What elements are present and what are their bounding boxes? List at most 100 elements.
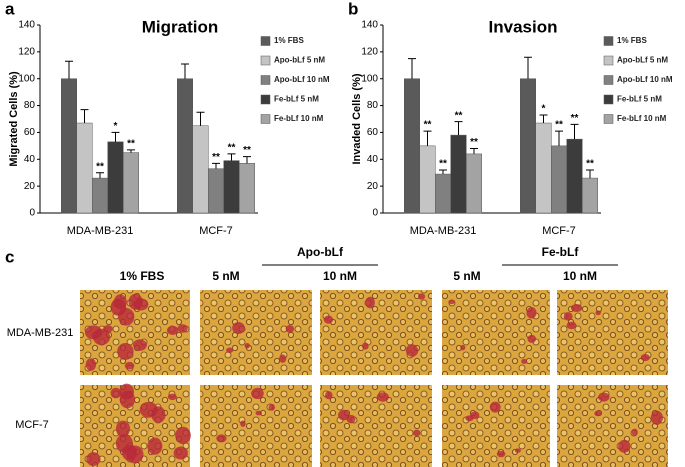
legend-label: Apo-bLf 10 nM <box>274 75 330 84</box>
legend-swatch <box>260 75 271 85</box>
legend-label: 1% FBS <box>617 36 647 45</box>
micrograph <box>442 290 550 375</box>
error-bar <box>243 156 251 164</box>
stained-cell <box>115 420 131 437</box>
error-bar <box>181 63 189 79</box>
group-header: Apo-bLf <box>297 245 344 259</box>
bar <box>123 152 139 214</box>
error-bar <box>65 60 73 79</box>
x-tick-label: MDA-MB-231 <box>410 225 477 237</box>
x-tick-label: MCF-7 <box>542 225 576 237</box>
stained-cell <box>166 325 179 336</box>
error-bar <box>454 121 463 136</box>
bar <box>535 122 552 214</box>
significance: ** <box>571 113 579 124</box>
y-tick-label: 120 <box>18 46 35 57</box>
column-header: 5 nM <box>212 269 239 283</box>
y-tick-label: 80 <box>367 100 379 111</box>
bar <box>566 138 583 214</box>
legend-label: 1% FBS <box>274 36 304 45</box>
significance: ** <box>212 152 220 163</box>
significance: ** <box>455 110 463 121</box>
stained-cell <box>240 420 246 427</box>
bar <box>435 173 451 214</box>
legend-swatch <box>603 36 614 46</box>
stained-cell <box>594 410 602 417</box>
significance: ** <box>424 120 432 131</box>
significance: ** <box>96 161 104 172</box>
micrograph <box>557 290 668 375</box>
micrograph <box>320 385 432 467</box>
error-bar <box>570 123 579 140</box>
legend-swatch <box>603 114 614 124</box>
y-tick-label: 60 <box>367 127 379 138</box>
stained-cell <box>92 328 111 346</box>
legend-swatch <box>603 75 614 85</box>
stained-cell <box>338 409 350 421</box>
error-bar <box>80 109 89 124</box>
error-bar <box>408 58 416 79</box>
stained-cell <box>175 426 191 445</box>
stained-cell <box>255 410 263 416</box>
stained-cell <box>376 392 389 402</box>
stained-cell <box>470 411 480 419</box>
significance: ** <box>228 143 236 154</box>
y-tick-label: 80 <box>24 100 36 111</box>
x-tick-label: MDA-MB-231 <box>67 225 134 237</box>
legend-label: Fe-bLf 5 nM <box>617 95 662 104</box>
stained-cell <box>521 358 528 364</box>
error-bar <box>423 130 432 146</box>
stained-cell <box>285 324 295 333</box>
stained-cell <box>147 437 163 455</box>
column-header: 10 nM <box>323 269 357 283</box>
stained-cell <box>177 324 188 333</box>
legend-label: Fe-bLf 5 nM <box>274 95 319 104</box>
bar <box>520 78 536 214</box>
stained-cell <box>650 410 663 425</box>
legend-swatch <box>260 94 271 105</box>
significance: ** <box>243 145 251 156</box>
significance: ** <box>470 137 478 148</box>
bar <box>466 153 482 214</box>
stained-cell <box>244 342 250 349</box>
significance: ** <box>555 120 563 131</box>
stained-cell <box>595 310 601 316</box>
bar <box>419 145 436 214</box>
bar <box>404 78 420 214</box>
stained-cell <box>173 446 188 460</box>
panel-label: c <box>5 247 14 266</box>
row-label: MCF-7 <box>15 419 49 431</box>
micrograph <box>557 385 668 467</box>
stained-cell <box>102 325 113 333</box>
panel-label: b <box>348 0 358 18</box>
group-header: Fe-bLf <box>542 245 580 259</box>
significance: ** <box>127 139 135 150</box>
micrograph <box>320 290 432 375</box>
significance: ** <box>439 159 447 170</box>
y-tick-label: 0 <box>372 208 378 219</box>
stained-cell <box>121 444 138 461</box>
y-tick-label: 60 <box>24 127 36 138</box>
stained-cell <box>598 392 610 402</box>
legend-label: Apo-bLf 10 nM <box>617 75 673 84</box>
stained-cell <box>124 361 135 370</box>
significance: * <box>114 121 118 132</box>
error-bar <box>524 56 532 79</box>
micrograph <box>200 290 312 375</box>
error-bar <box>227 153 236 161</box>
stained-cell <box>346 414 356 424</box>
bar <box>76 122 93 214</box>
error-bar <box>111 131 120 142</box>
stained-cell <box>279 354 287 363</box>
y-tick-label: 20 <box>24 181 36 192</box>
y-tick-label: 40 <box>367 154 379 165</box>
panel-label: a <box>5 0 15 18</box>
stained-cell <box>232 322 245 334</box>
stained-cell <box>167 393 177 401</box>
stained-cell <box>460 344 466 351</box>
stained-cell <box>113 294 127 310</box>
error-bar <box>470 148 478 154</box>
error-bar <box>439 169 447 175</box>
bar <box>177 78 193 214</box>
bar <box>239 163 255 214</box>
